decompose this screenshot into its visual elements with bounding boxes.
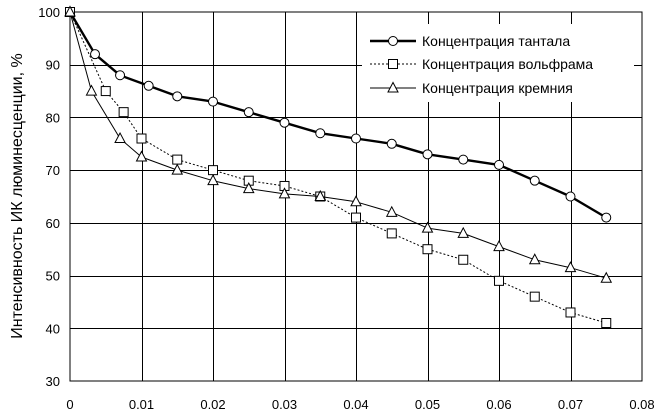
x-tick-label: 0.02 [200,397,225,412]
x-tick-label: 0 [66,397,73,412]
series-tantalum-point [279,117,290,128]
legend-label: Концентрация вольфрама [422,56,593,72]
x-tick-label: 0.06 [486,397,511,412]
series-silicon-point [350,195,362,207]
y-tick-label: 40 [46,321,60,336]
series-silicon-point [493,240,505,252]
series-tantalum-point [143,80,154,91]
series-tungsten-point [565,307,576,318]
series-silicon-point [314,189,327,201]
series-tantalum-point [565,191,576,202]
series-silicon-point [85,84,98,96]
legend-label: Концентрация кремния [422,80,573,96]
series-silicon-point [421,221,434,233]
y-tick-label: 100 [38,5,60,20]
series-tungsten-point [136,133,147,144]
series-tantalum-point [601,212,612,223]
series-tungsten-point [422,244,433,255]
plot-area-frame [69,11,643,382]
legend-swatch-point [388,59,398,69]
y-tick-label: 60 [46,216,60,231]
series-tantalum-point [90,49,101,60]
series-tantalum [65,7,612,223]
series-silicon-point [385,205,398,217]
series-tantalum-point [494,159,504,170]
series-tungsten-point [351,212,361,223]
y-tick-label: 80 [46,110,60,125]
y-tick-label: 50 [46,269,60,284]
series-tantalum-point [208,96,218,107]
x-tick-label: 0.07 [558,397,583,412]
series-tungsten-point [529,291,540,302]
legend-label: Концентрация тантала [422,33,570,49]
series-tungsten-point [386,228,397,239]
series-silicon [64,5,613,283]
series-group [64,5,613,329]
legend: Концентрация тантала Концентрация вольфра… [362,24,634,102]
x-tick-label: 0.03 [272,397,297,412]
legend-swatch-point [388,36,398,46]
series-tantalum-point [529,175,540,186]
y-tick-label: 30 [46,374,60,389]
series-tungsten-point [208,165,218,176]
series-tantalum-point [243,107,254,118]
series-silicon-point [171,163,184,175]
series-silicon-point [528,253,541,265]
series-silicon-point [207,174,219,186]
x-tick-label: 0.01 [129,397,154,412]
series-silicon-point [600,271,613,283]
series-tantalum-point [115,70,126,81]
series-tantalum-point [172,91,183,102]
series-tantalum-point [386,138,397,149]
series-tungsten-point [601,318,612,329]
series-tungsten-point [494,275,504,286]
series-tungsten-point [458,254,469,265]
y-axis-tick-labels: 30 40 50 60 70 80 90 100 [38,5,60,389]
series-silicon-point [114,131,126,144]
series-tantalum-point [458,154,469,165]
series-silicon-point [564,261,577,273]
series-silicon-point [278,187,291,199]
y-tick-label: 70 [46,163,60,178]
series-tantalum-point [315,128,326,139]
x-tick-label: 0.04 [343,397,368,412]
series-tungsten-point [100,86,111,97]
series-silicon-point [457,226,470,238]
series-tungsten-point [118,107,129,118]
legend-background [362,24,634,102]
series-tantalum-point [351,133,361,144]
series-tungsten-point [172,154,183,165]
x-tick-label: 0.08 [629,397,654,412]
series-silicon-point [135,150,148,162]
x-axis-tick-labels: 0 0.01 0.02 0.03 0.04 0.05 0.06 0.07 0.08 [66,397,654,412]
series-silicon-point [64,5,76,17]
y-axis-title: Интенсивность ИК люминесценции, % [9,53,26,338]
series-tantalum-point [422,149,433,160]
series-silicon-point [242,182,255,194]
y-tick-label: 90 [46,58,60,73]
legend-swatch-point [387,81,399,93]
x-tick-label: 0.05 [415,397,440,412]
